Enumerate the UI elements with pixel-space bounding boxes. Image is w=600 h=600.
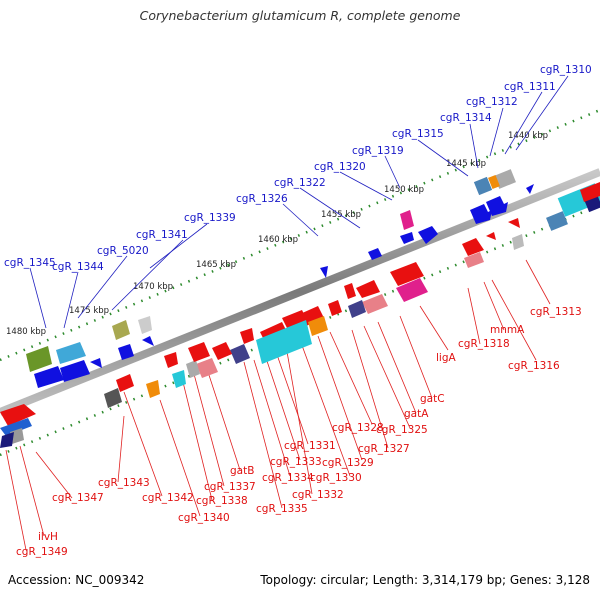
scale-tick-label: 1475 kbp — [69, 306, 109, 316]
gene-label-bottom: cgR_1347 — [52, 492, 104, 504]
gene-label-top: cgR_1314 — [440, 112, 492, 124]
gene-label-bottom: cgR_1340 — [178, 512, 230, 524]
gene-label-top: cgR_1326 — [236, 193, 288, 205]
gene-label-bottom: cgR_1313 — [530, 306, 582, 318]
scale-tick-label: 1460 kbp — [258, 235, 298, 245]
gene-label-top: cgR_1311 — [504, 81, 556, 93]
gene-label-bottom: mnmA — [490, 324, 525, 336]
gene-label-top: cgR_1319 — [352, 145, 404, 157]
gene-label-bottom: cgR_1329 — [322, 457, 374, 469]
gene-label-bottom: ilvH — [38, 531, 58, 543]
gene-label-bottom: cgR_1342 — [142, 492, 194, 504]
gene-label-top: cgR_5020 — [97, 245, 149, 257]
gene-label-bottom: cgR_1338 — [196, 495, 248, 507]
scale-tick-label: 1440 kbp — [508, 131, 548, 141]
scale-tick-label: 1445 kbp — [446, 159, 486, 169]
gene-label-bottom: cgR_1332 — [292, 489, 344, 501]
scale-tick-label: 1465 kbp — [196, 260, 236, 270]
gene-label-bottom: cgR_1316 — [508, 360, 560, 372]
bottom-leader-lines — [5, 259, 551, 551]
gene-label-bottom: cgR_1334 — [262, 472, 314, 484]
gene-label-top: cgR_1322 — [274, 177, 326, 189]
gene-label-bottom: ligA — [436, 352, 456, 364]
scale-tick-label: 1470 kbp — [133, 282, 173, 292]
gene-label-bottom: cgR_1328 — [332, 422, 384, 434]
gene-label-top: cgR_1341 — [136, 229, 188, 241]
map-title: Corynebacterium glutamicum R, complete g… — [139, 8, 461, 23]
top-leader-lines — [29, 75, 569, 329]
gene-label-bottom: cgR_1335 — [256, 503, 308, 515]
gene-label-bottom: cgR_1337 — [204, 481, 256, 493]
gene-label-top: cgR_1320 — [314, 161, 366, 173]
topology-text: Topology: circular; Length: 3,314,179 bp… — [260, 573, 590, 587]
gene-label-bottom: gatB — [230, 465, 254, 477]
gene-label-bottom: cgR_1331 — [284, 440, 336, 452]
gene-label-bottom: cgR_1318 — [458, 338, 510, 350]
scale-tick-label: 1450 kbp — [384, 185, 424, 195]
gene-glyphs — [0, 169, 600, 448]
gene-label-bottom: cgR_1333 — [270, 456, 322, 468]
genome-backbone — [0, 168, 600, 416]
gene-label-bottom: cgR_1325 — [376, 424, 428, 436]
gene-label-top: cgR_1345 — [4, 257, 56, 269]
gene-label-bottom: cgR_1343 — [98, 477, 150, 489]
gene-label-top: cgR_1339 — [184, 212, 236, 224]
gene-label-bottom: cgR_1349 — [16, 546, 68, 558]
gene-label-bottom: cgR_1327 — [358, 443, 410, 455]
gene-label-bottom: cgR_1330 — [310, 472, 362, 484]
gene-label-top: cgR_1315 — [392, 128, 444, 140]
gene-label-top: cgR_1310 — [540, 64, 592, 76]
scale-tick-label: 1480 kbp — [6, 327, 46, 337]
gene-label-bottom: gatA — [404, 408, 429, 420]
accession-text: Accession: NC_009342 — [8, 573, 145, 587]
gene-label-top: cgR_1312 — [466, 96, 518, 108]
gene-label-bottom: gatC — [420, 393, 445, 405]
gene-label-top: cgR_1344 — [52, 261, 104, 273]
